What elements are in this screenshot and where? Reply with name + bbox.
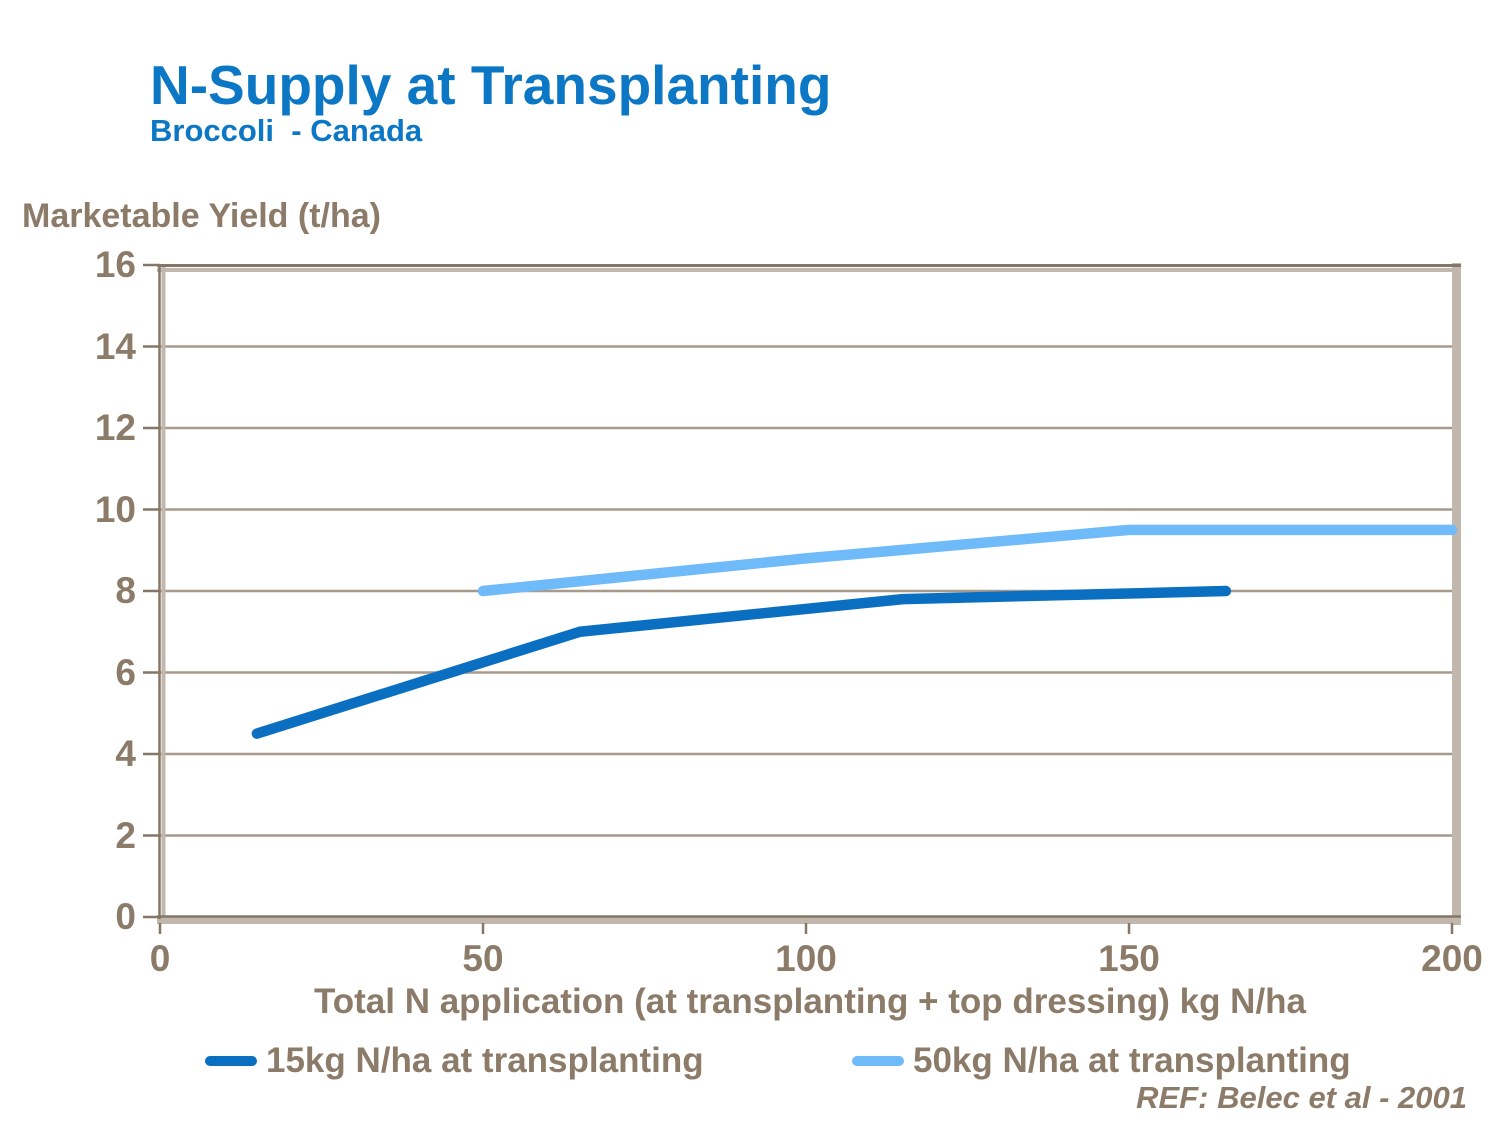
legend-item-15kg: 15kg N/ha at transplanting bbox=[205, 1041, 704, 1081]
y-tick-label: 2 bbox=[115, 814, 136, 856]
y-tick-label: 0 bbox=[115, 896, 136, 937]
y-tick-label: 16 bbox=[94, 244, 136, 285]
x-tick-label: 50 bbox=[462, 938, 504, 979]
y-tick-label: 10 bbox=[94, 488, 136, 530]
legend-label-50kg: 50kg N/ha at transplanting bbox=[913, 1041, 1351, 1080]
x-tick-label: 0 bbox=[149, 938, 171, 979]
y-tick-label: 14 bbox=[94, 325, 136, 367]
y-axis-title: Marketable Yield (t/ha) bbox=[22, 197, 381, 235]
legend-line-swatch-50kg-icon bbox=[852, 1056, 904, 1066]
y-tick-label: 8 bbox=[115, 570, 136, 611]
x-tick-label: 200 bbox=[1421, 938, 1483, 979]
reference-text: REF: Belec et al - 2001 bbox=[1136, 1080, 1467, 1115]
legend-item-50kg: 50kg N/ha at transplanting bbox=[852, 1041, 1351, 1081]
legend-label-15kg: 15kg N/ha at transplanting bbox=[266, 1041, 704, 1080]
x-tick-label: 100 bbox=[775, 938, 837, 979]
x-axis-title: Total N application (at transplanting + … bbox=[313, 982, 1307, 1021]
y-tick-label: 12 bbox=[94, 407, 136, 448]
y-tick-label: 4 bbox=[115, 733, 136, 774]
x-tick-label: 150 bbox=[1098, 938, 1160, 979]
legend-line-swatch-15kg-icon bbox=[205, 1056, 257, 1066]
y-tick-label: 6 bbox=[115, 651, 136, 693]
chart-subtitle: Broccoli - Canada bbox=[150, 113, 423, 148]
chart-title: N-Supply at Transplanting bbox=[150, 54, 832, 116]
